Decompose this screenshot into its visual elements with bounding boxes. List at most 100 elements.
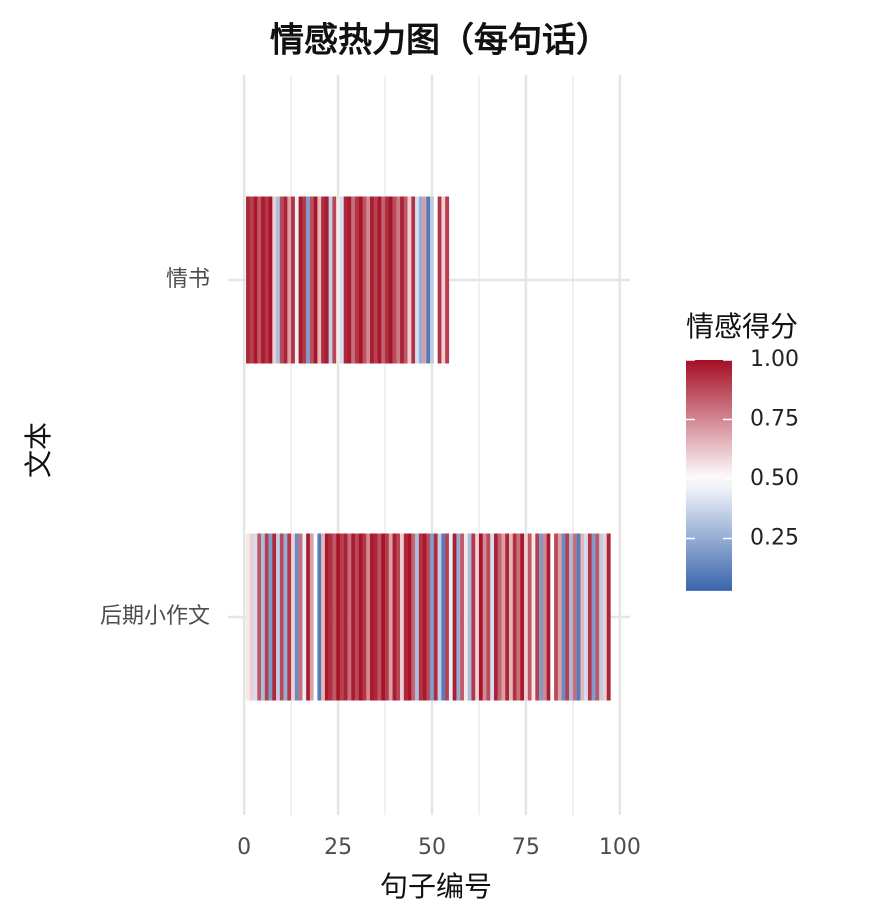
tile (565, 533, 570, 701)
tile (306, 533, 311, 701)
tile (452, 533, 457, 701)
tile (370, 533, 374, 701)
tile (351, 196, 356, 364)
tile (396, 196, 401, 364)
tile (463, 533, 468, 701)
tile (403, 196, 408, 364)
tile (377, 533, 382, 701)
y-tick-label: 后期小作文 (100, 604, 210, 629)
tile (317, 533, 322, 701)
tile (595, 533, 600, 701)
tile (373, 533, 378, 701)
tile (584, 533, 589, 701)
tile (460, 533, 465, 701)
legend-title: 情感得分 (686, 310, 798, 343)
tile (287, 196, 292, 364)
tile (261, 533, 266, 701)
colorbar-tick-label: 0.25 (750, 526, 799, 551)
tile (509, 533, 513, 701)
tile (246, 196, 250, 364)
tile (576, 533, 581, 701)
tile (313, 196, 318, 364)
tile (272, 533, 277, 701)
tile (253, 196, 258, 364)
tile (400, 533, 405, 701)
x-tick-label: 75 (512, 835, 540, 860)
x-axis-label: 句子编号 (380, 870, 492, 903)
tile (291, 196, 296, 364)
tile (291, 533, 296, 701)
tile (415, 533, 420, 701)
tile (426, 196, 431, 364)
tile (591, 533, 596, 701)
tile (516, 533, 521, 701)
tile (385, 196, 389, 364)
tile (437, 196, 442, 364)
tile (298, 196, 303, 364)
tile (524, 533, 529, 701)
tile (257, 196, 262, 364)
tile (572, 533, 577, 701)
tile (430, 196, 435, 364)
tile (328, 533, 333, 701)
tile (313, 533, 318, 701)
tile (268, 196, 273, 364)
tile (501, 533, 506, 701)
tile (531, 533, 536, 701)
tile (486, 533, 491, 701)
tile (358, 196, 363, 364)
tile (336, 533, 341, 701)
tile (587, 533, 592, 701)
colorbar-tick-label: 0.50 (750, 466, 799, 491)
tile (246, 533, 250, 701)
x-tick-label: 50 (418, 835, 446, 860)
tile (351, 533, 356, 701)
x-tick-label: 25 (324, 835, 352, 860)
tile (606, 533, 611, 701)
tile (317, 196, 322, 364)
tile (557, 533, 562, 701)
tile (422, 533, 427, 701)
tile (336, 196, 341, 364)
tile (441, 533, 446, 701)
tile (302, 533, 307, 701)
tile (497, 533, 502, 701)
tile (302, 196, 307, 364)
colorbar (686, 360, 732, 591)
tile (309, 533, 314, 701)
tile (362, 533, 367, 701)
tile (448, 533, 453, 701)
tile (366, 196, 371, 364)
tile (411, 533, 416, 701)
tile (287, 533, 292, 701)
tile (283, 533, 288, 701)
tile (407, 196, 412, 364)
tile (388, 533, 393, 701)
tile (283, 196, 288, 364)
tile (400, 196, 405, 364)
tile (381, 196, 386, 364)
tile (381, 533, 386, 701)
tile (306, 196, 311, 364)
tile (520, 533, 525, 701)
tile (561, 533, 566, 701)
tile (415, 196, 420, 364)
tile (539, 533, 544, 701)
tile (366, 533, 371, 701)
colorbar-tick-label: 0.75 (750, 407, 799, 432)
tile (407, 533, 412, 701)
chart-title: 情感热力图（每句话） (270, 21, 610, 61)
y-axis-label: 文本 (22, 422, 55, 478)
tile (411, 196, 416, 364)
tile (354, 196, 359, 364)
tile (580, 533, 585, 701)
tile (418, 533, 423, 701)
tile (456, 533, 461, 701)
tile (321, 533, 326, 701)
tile (527, 533, 532, 701)
tile (478, 533, 483, 701)
tile (294, 196, 299, 364)
tile (324, 533, 329, 701)
tile (332, 196, 337, 364)
tile (554, 533, 559, 701)
